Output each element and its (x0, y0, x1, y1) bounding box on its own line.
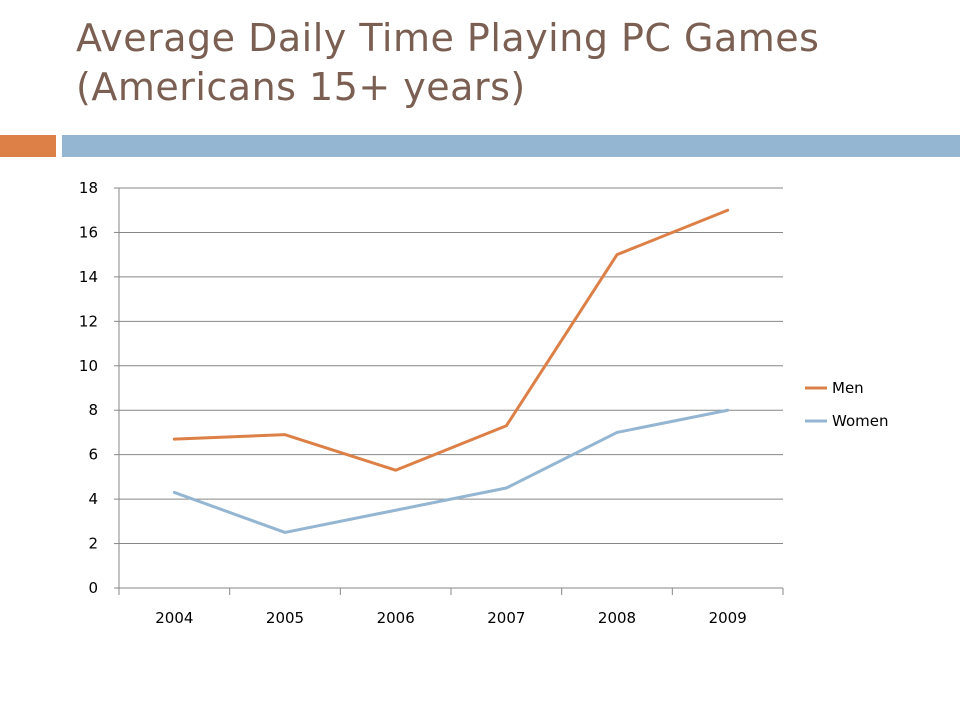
y-tick-label: 2 (88, 535, 98, 553)
y-tick-label: 14 (79, 268, 98, 286)
y-tick-label: 16 (79, 223, 98, 241)
x-tick-label-2007: 2007 (487, 609, 525, 627)
x-tick-label-2008: 2008 (598, 609, 636, 627)
axes (114, 187, 784, 595)
accent-bar-right (62, 135, 960, 157)
x-tick-labels: 2004 2005 2006 2007 2008 2009 (155, 609, 747, 627)
series-lines (172, 208, 730, 534)
legend: Men Women (805, 379, 888, 430)
legend-label-women: Women (832, 412, 888, 430)
y-tick-label: 12 (79, 312, 98, 330)
y-tick-label: 8 (88, 401, 98, 419)
slide-title-line-1: Average Daily Time Playing PC Games (76, 16, 820, 60)
series-line-women (172, 408, 730, 534)
y-tick-label: 10 (79, 357, 98, 375)
slide-title-line-2: (Americans 15+ years) (76, 65, 526, 109)
y-tick-labels: 0 2 4 6 8 10 12 14 16 18 (79, 179, 98, 597)
accent-bar-left (0, 135, 56, 157)
y-tick-label: 4 (88, 490, 98, 508)
gridlines (119, 187, 783, 545)
x-tick-label-2005: 2005 (266, 609, 304, 627)
slide-title: Average Daily Time Playing PC Games (Ame… (76, 14, 936, 112)
series-line-men (172, 208, 730, 472)
x-tick-label-2006: 2006 (377, 609, 415, 627)
y-tick-label: 18 (79, 179, 98, 197)
x-tick-label-2009: 2009 (709, 609, 747, 627)
legend-label-men: Men (832, 379, 864, 397)
x-tick-label-2004: 2004 (155, 609, 193, 627)
y-tick-label: 0 (88, 579, 98, 597)
y-tick-label: 6 (88, 446, 98, 464)
